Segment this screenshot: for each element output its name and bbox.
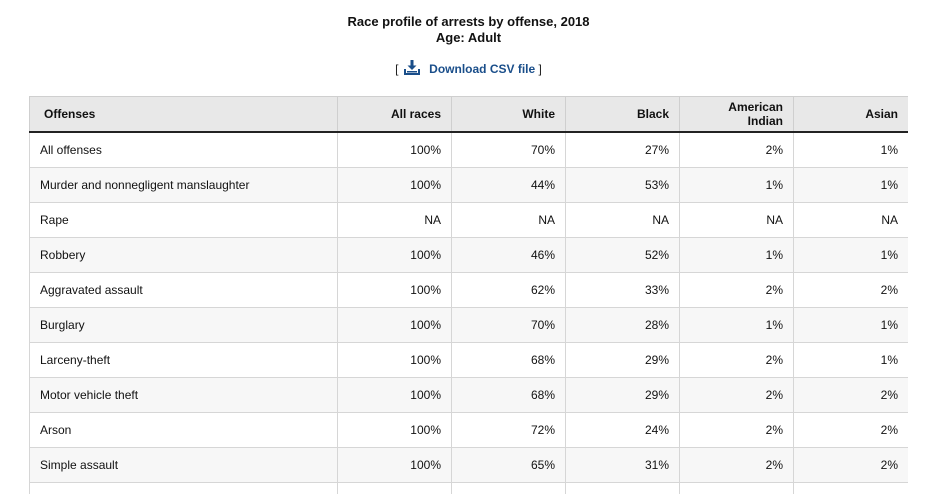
asian-cell: 2% bbox=[793, 412, 908, 448]
column-header-american-indian: American Indian bbox=[679, 96, 794, 133]
black-cell: 28% bbox=[565, 307, 680, 343]
black-cell: 27% bbox=[565, 131, 680, 168]
column-header-white: White bbox=[451, 96, 566, 133]
offense-cell: Murder and nonnegligent manslaughter bbox=[29, 167, 338, 203]
american-indian-cell: 2% bbox=[679, 447, 794, 483]
asian-cell: 1% bbox=[793, 342, 908, 378]
american-indian-cell: 1% bbox=[679, 167, 794, 203]
american-indian-cell: 2% bbox=[679, 272, 794, 308]
all-races-cell: NA bbox=[337, 202, 452, 238]
black-cell: 33% bbox=[565, 272, 680, 308]
white-cell: 70% bbox=[451, 307, 566, 343]
table-body: All offenses 100% 70% 27% 2% 1% Murder and non… bbox=[29, 131, 908, 494]
all-races-cell bbox=[337, 482, 452, 494]
table-row: Aggravated assault 100% 62% 33% 2% 2% bbox=[29, 272, 908, 308]
black-cell: 24% bbox=[565, 412, 680, 448]
offense-cell: All offenses bbox=[29, 131, 338, 168]
arrests-table: Offenses All races White Black American … bbox=[29, 96, 908, 494]
white-cell: 65% bbox=[451, 447, 566, 483]
column-header-offenses: Offenses bbox=[29, 96, 338, 133]
black-cell bbox=[565, 482, 680, 494]
table-row: All offenses 100% 70% 27% 2% 1% bbox=[29, 131, 908, 168]
table-row: Larceny-theft 100% 68% 29% 2% 1% bbox=[29, 342, 908, 378]
all-races-cell: 100% bbox=[337, 131, 452, 168]
asian-cell: 2% bbox=[793, 377, 908, 413]
column-header-all-races: All races bbox=[337, 96, 452, 133]
all-races-cell: 100% bbox=[337, 307, 452, 343]
column-header-asian: Asian bbox=[793, 96, 908, 133]
asian-cell: NA bbox=[793, 202, 908, 238]
all-races-cell: 100% bbox=[337, 237, 452, 273]
american-indian-cell: NA bbox=[679, 202, 794, 238]
black-cell: 53% bbox=[565, 167, 680, 203]
all-races-cell: 100% bbox=[337, 272, 452, 308]
asian-cell: 1% bbox=[793, 131, 908, 168]
american-indian-cell: 1% bbox=[679, 307, 794, 343]
black-cell: 29% bbox=[565, 342, 680, 378]
column-header-black: Black bbox=[565, 96, 680, 133]
table-row: Simple assault 100% 65% 31% 2% 2% bbox=[29, 447, 908, 483]
asian-cell: 2% bbox=[793, 272, 908, 308]
page-subtitle: Age: Adult bbox=[435, 30, 502, 45]
download-open-bracket: [ bbox=[395, 62, 399, 76]
white-cell: 70% bbox=[451, 131, 566, 168]
white-cell: 46% bbox=[451, 237, 566, 273]
asian-cell: 2% bbox=[793, 447, 908, 483]
offense-cell: Larceny-theft bbox=[29, 342, 338, 378]
page-title: Race profile of arrests by offense, 2018 bbox=[347, 14, 590, 29]
offense-cell: Burglary bbox=[29, 307, 338, 343]
all-races-cell: 100% bbox=[337, 412, 452, 448]
black-cell: 52% bbox=[565, 237, 680, 273]
black-cell: 29% bbox=[565, 377, 680, 413]
american-indian-cell bbox=[679, 482, 794, 494]
table-row: Burglary 100% 70% 28% 1% 1% bbox=[29, 307, 908, 343]
table-container: Offenses All races White Black American … bbox=[29, 96, 908, 494]
offense-cell: Aggravated assault bbox=[29, 272, 338, 308]
white-cell bbox=[451, 482, 566, 494]
american-indian-cell: 2% bbox=[679, 342, 794, 378]
offense-cell bbox=[29, 482, 338, 494]
offense-cell: Rape bbox=[29, 202, 338, 238]
download-icon[interactable] bbox=[403, 60, 420, 79]
table-row: Robbery 100% 46% 52% 1% 1% bbox=[29, 237, 908, 273]
white-cell: 68% bbox=[451, 377, 566, 413]
white-cell: 62% bbox=[451, 272, 566, 308]
white-cell: 72% bbox=[451, 412, 566, 448]
offense-cell: Motor vehicle theft bbox=[29, 377, 338, 413]
asian-cell: 1% bbox=[793, 237, 908, 273]
all-races-cell: 100% bbox=[337, 447, 452, 483]
white-cell: NA bbox=[451, 202, 566, 238]
american-indian-cell: 2% bbox=[679, 377, 794, 413]
table-header-row: Offenses All races White Black American … bbox=[29, 96, 908, 133]
all-races-cell: 100% bbox=[337, 377, 452, 413]
download-close-bracket: ] bbox=[538, 62, 542, 76]
asian-cell bbox=[793, 482, 908, 494]
page-title-block: Race profile of arrests by offense, 2018… bbox=[0, 14, 937, 46]
american-indian-cell: 2% bbox=[679, 412, 794, 448]
download-bar: [ Download CSV file ] bbox=[0, 60, 937, 79]
download-csv-link[interactable]: Download CSV file bbox=[429, 62, 536, 76]
table-row: Rape NA NA NA NA NA bbox=[29, 202, 908, 238]
black-cell: 31% bbox=[565, 447, 680, 483]
american-indian-cell: 1% bbox=[679, 237, 794, 273]
offense-cell: Simple assault bbox=[29, 447, 338, 483]
all-races-cell: 100% bbox=[337, 167, 452, 203]
american-indian-cell: 2% bbox=[679, 131, 794, 168]
white-cell: 44% bbox=[451, 167, 566, 203]
table-row bbox=[29, 482, 908, 494]
asian-cell: 1% bbox=[793, 167, 908, 203]
white-cell: 68% bbox=[451, 342, 566, 378]
black-cell: NA bbox=[565, 202, 680, 238]
asian-cell: 1% bbox=[793, 307, 908, 343]
offense-cell: Arson bbox=[29, 412, 338, 448]
table-row: Motor vehicle theft 100% 68% 29% 2% 2% bbox=[29, 377, 908, 413]
table-row: Arson 100% 72% 24% 2% 2% bbox=[29, 412, 908, 448]
all-races-cell: 100% bbox=[337, 342, 452, 378]
offense-cell: Robbery bbox=[29, 237, 338, 273]
table-row: Murder and nonnegligent manslaughter 100%… bbox=[29, 167, 908, 203]
